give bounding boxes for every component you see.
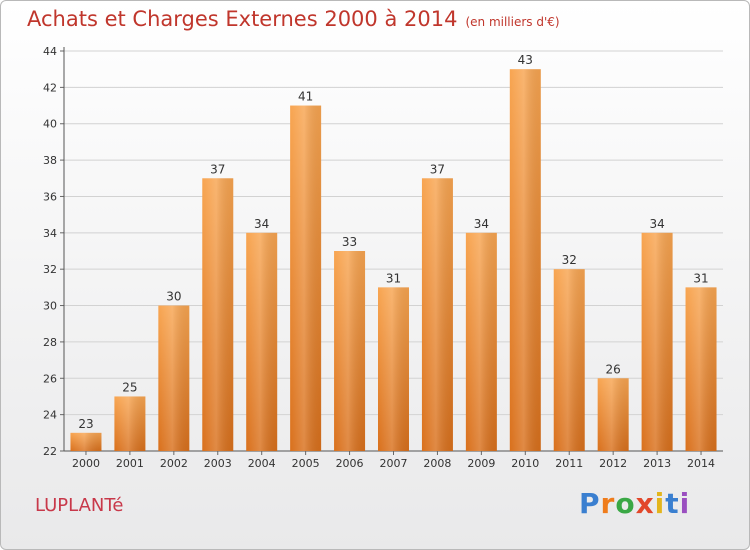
value-label: 34 [474, 217, 489, 231]
value-label: 26 [606, 362, 621, 376]
value-label: 34 [254, 217, 269, 231]
x-tick-label: 2005 [292, 457, 320, 470]
logo-letter: x [635, 487, 655, 520]
x-tick-label: 2000 [72, 457, 100, 470]
x-tick-label: 2008 [423, 457, 451, 470]
value-label: 23 [78, 417, 93, 431]
chart-title-text: Achats et Charges Externes 2000 à 2014 [27, 7, 458, 31]
commune-name: LUPLANTé [35, 495, 124, 516]
bar-shine [202, 178, 234, 452]
bar-shine [246, 232, 278, 451]
value-label: 31 [693, 271, 708, 285]
y-tick-label: 42 [43, 81, 57, 94]
chart-title: Achats et Charges Externes 2000 à 2014 (e… [27, 7, 560, 31]
value-label: 31 [386, 271, 401, 285]
value-label: 34 [649, 217, 664, 231]
y-tick-label: 32 [43, 263, 57, 276]
x-tick-label: 2009 [467, 457, 495, 470]
value-label: 33 [342, 235, 357, 249]
bar-shine [597, 378, 629, 451]
x-tick-label: 2007 [380, 457, 408, 470]
logo-letter: i [654, 487, 666, 520]
x-tick-label: 2012 [599, 457, 627, 470]
y-tick-label: 22 [43, 445, 57, 458]
bar-shine [553, 269, 585, 451]
bar-shine [378, 287, 409, 451]
value-label: 37 [210, 162, 225, 176]
proxiti-logo: Proxiti [579, 487, 690, 520]
bar-shine [158, 305, 190, 451]
x-tick-label: 2006 [336, 457, 364, 470]
logo-letter: i [679, 487, 691, 520]
y-tick-label: 34 [43, 227, 57, 240]
logo-letter: P [579, 487, 601, 520]
y-tick-label: 30 [43, 300, 57, 313]
y-tick-label: 28 [43, 336, 57, 349]
value-label: 32 [562, 253, 577, 267]
x-tick-label: 2013 [643, 457, 671, 470]
bar-shine [70, 432, 102, 451]
bar-shine [509, 69, 541, 451]
value-label: 30 [166, 290, 181, 304]
y-tick-label: 26 [43, 372, 57, 385]
x-tick-label: 2003 [204, 457, 232, 470]
bar-shine [465, 232, 497, 451]
logo-letter: t [665, 487, 680, 520]
bars [70, 69, 717, 452]
bar-shine [114, 396, 146, 451]
bar-shine [421, 178, 453, 452]
x-tick-label: 2011 [555, 457, 583, 470]
y-tick-label: 36 [43, 190, 57, 203]
value-label: 43 [518, 53, 533, 67]
value-labels: 23 25 30 37 34 41 33 31 37 34 43 32 26 34 31 [78, 53, 708, 431]
x-tick-label: 2004 [248, 457, 276, 470]
value-label: 37 [430, 162, 445, 176]
x-tick-label: 2002 [160, 457, 188, 470]
bar-shine [685, 287, 717, 451]
y-tick-label: 24 [43, 409, 57, 422]
logo-letter: o [615, 487, 636, 520]
x-tick-label: 2001 [116, 457, 144, 470]
chart-subtitle: (en milliers d'€) [465, 15, 560, 29]
x-tick-label: 2014 [687, 457, 715, 470]
bar-shine [334, 251, 366, 451]
value-label: 41 [298, 90, 313, 104]
value-label: 25 [122, 380, 137, 394]
x-tick-label: 2010 [511, 457, 539, 470]
bar-shine [290, 105, 322, 451]
y-tick-label: 44 [43, 45, 57, 58]
logo-letter: r [600, 487, 616, 520]
y-tick-label: 40 [43, 118, 57, 131]
y-tick-label: 38 [43, 154, 57, 167]
bar-shine [641, 232, 673, 451]
